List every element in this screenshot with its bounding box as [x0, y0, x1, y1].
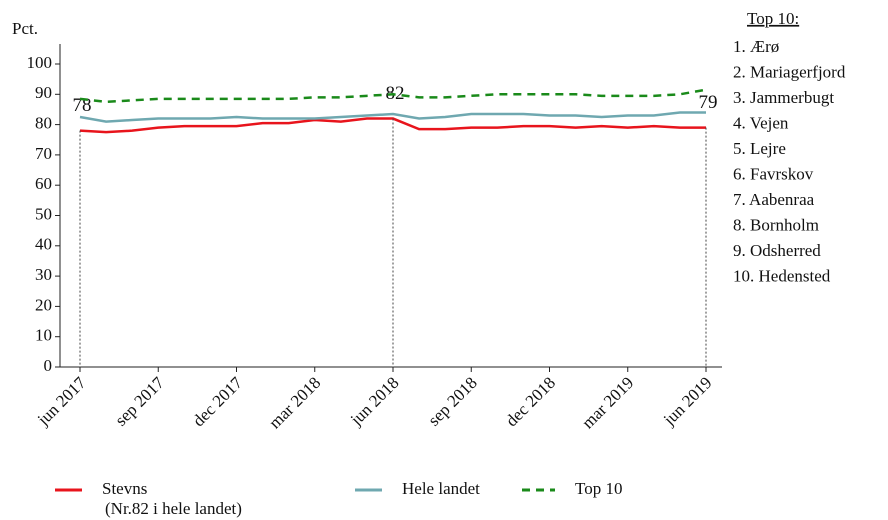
x-tick-label: jun 2018 [346, 373, 403, 430]
y-tick-label: 40 [35, 235, 52, 254]
y-tick-label: 100 [27, 53, 53, 72]
y-tick-label: 50 [35, 204, 52, 223]
legend-label: Hele landet [402, 479, 480, 498]
side-list-item: 3. Jammerbugt [733, 88, 834, 107]
y-tick-label: 70 [35, 144, 52, 163]
legend-label: Stevns [102, 479, 147, 498]
x-tick-label: dec 2018 [502, 373, 559, 430]
side-list-item: 8. Bornholm [733, 215, 819, 234]
side-list-item: 4. Vejen [733, 113, 789, 132]
x-tick-label: sep 2018 [424, 373, 481, 430]
side-list-item: 5. Lejre [733, 139, 786, 158]
legend-label: Top 10 [575, 479, 622, 498]
y-tick-label: 0 [44, 356, 53, 375]
x-tick-label: sep 2017 [111, 373, 168, 430]
x-tick-label: jun 2017 [33, 373, 90, 430]
legend-note: (Nr.82 i hele landet) [105, 499, 242, 518]
x-tick-label: jun 2019 [659, 373, 716, 430]
x-tick-label: mar 2018 [265, 373, 324, 432]
y-axis-label: Pct. [12, 19, 38, 38]
side-list-item: 10. Hedensted [733, 266, 831, 285]
y-tick-label: 90 [35, 83, 52, 102]
series-line [79, 88, 707, 104]
y-tick-label: 60 [35, 174, 52, 193]
y-tick-label: 80 [35, 114, 52, 133]
data-label: 79 [699, 92, 718, 113]
side-list-item: 7. Aabenraa [733, 190, 815, 209]
side-list-title: Top 10: [747, 9, 799, 28]
x-tick-label: dec 2017 [189, 373, 247, 431]
side-list-item: 1. Ærø [733, 37, 779, 56]
side-list-item: 2. Mariagerfjord [733, 62, 846, 81]
y-tick-label: 30 [35, 265, 52, 284]
y-tick-label: 10 [35, 326, 52, 345]
series-line [79, 117, 706, 134]
y-tick-label: 20 [35, 295, 52, 314]
series-line [79, 111, 706, 123]
side-list-item: 6. Favrskov [733, 164, 814, 183]
side-list-item: 9. Odsherred [733, 241, 821, 260]
x-tick-label: mar 2019 [578, 373, 637, 432]
